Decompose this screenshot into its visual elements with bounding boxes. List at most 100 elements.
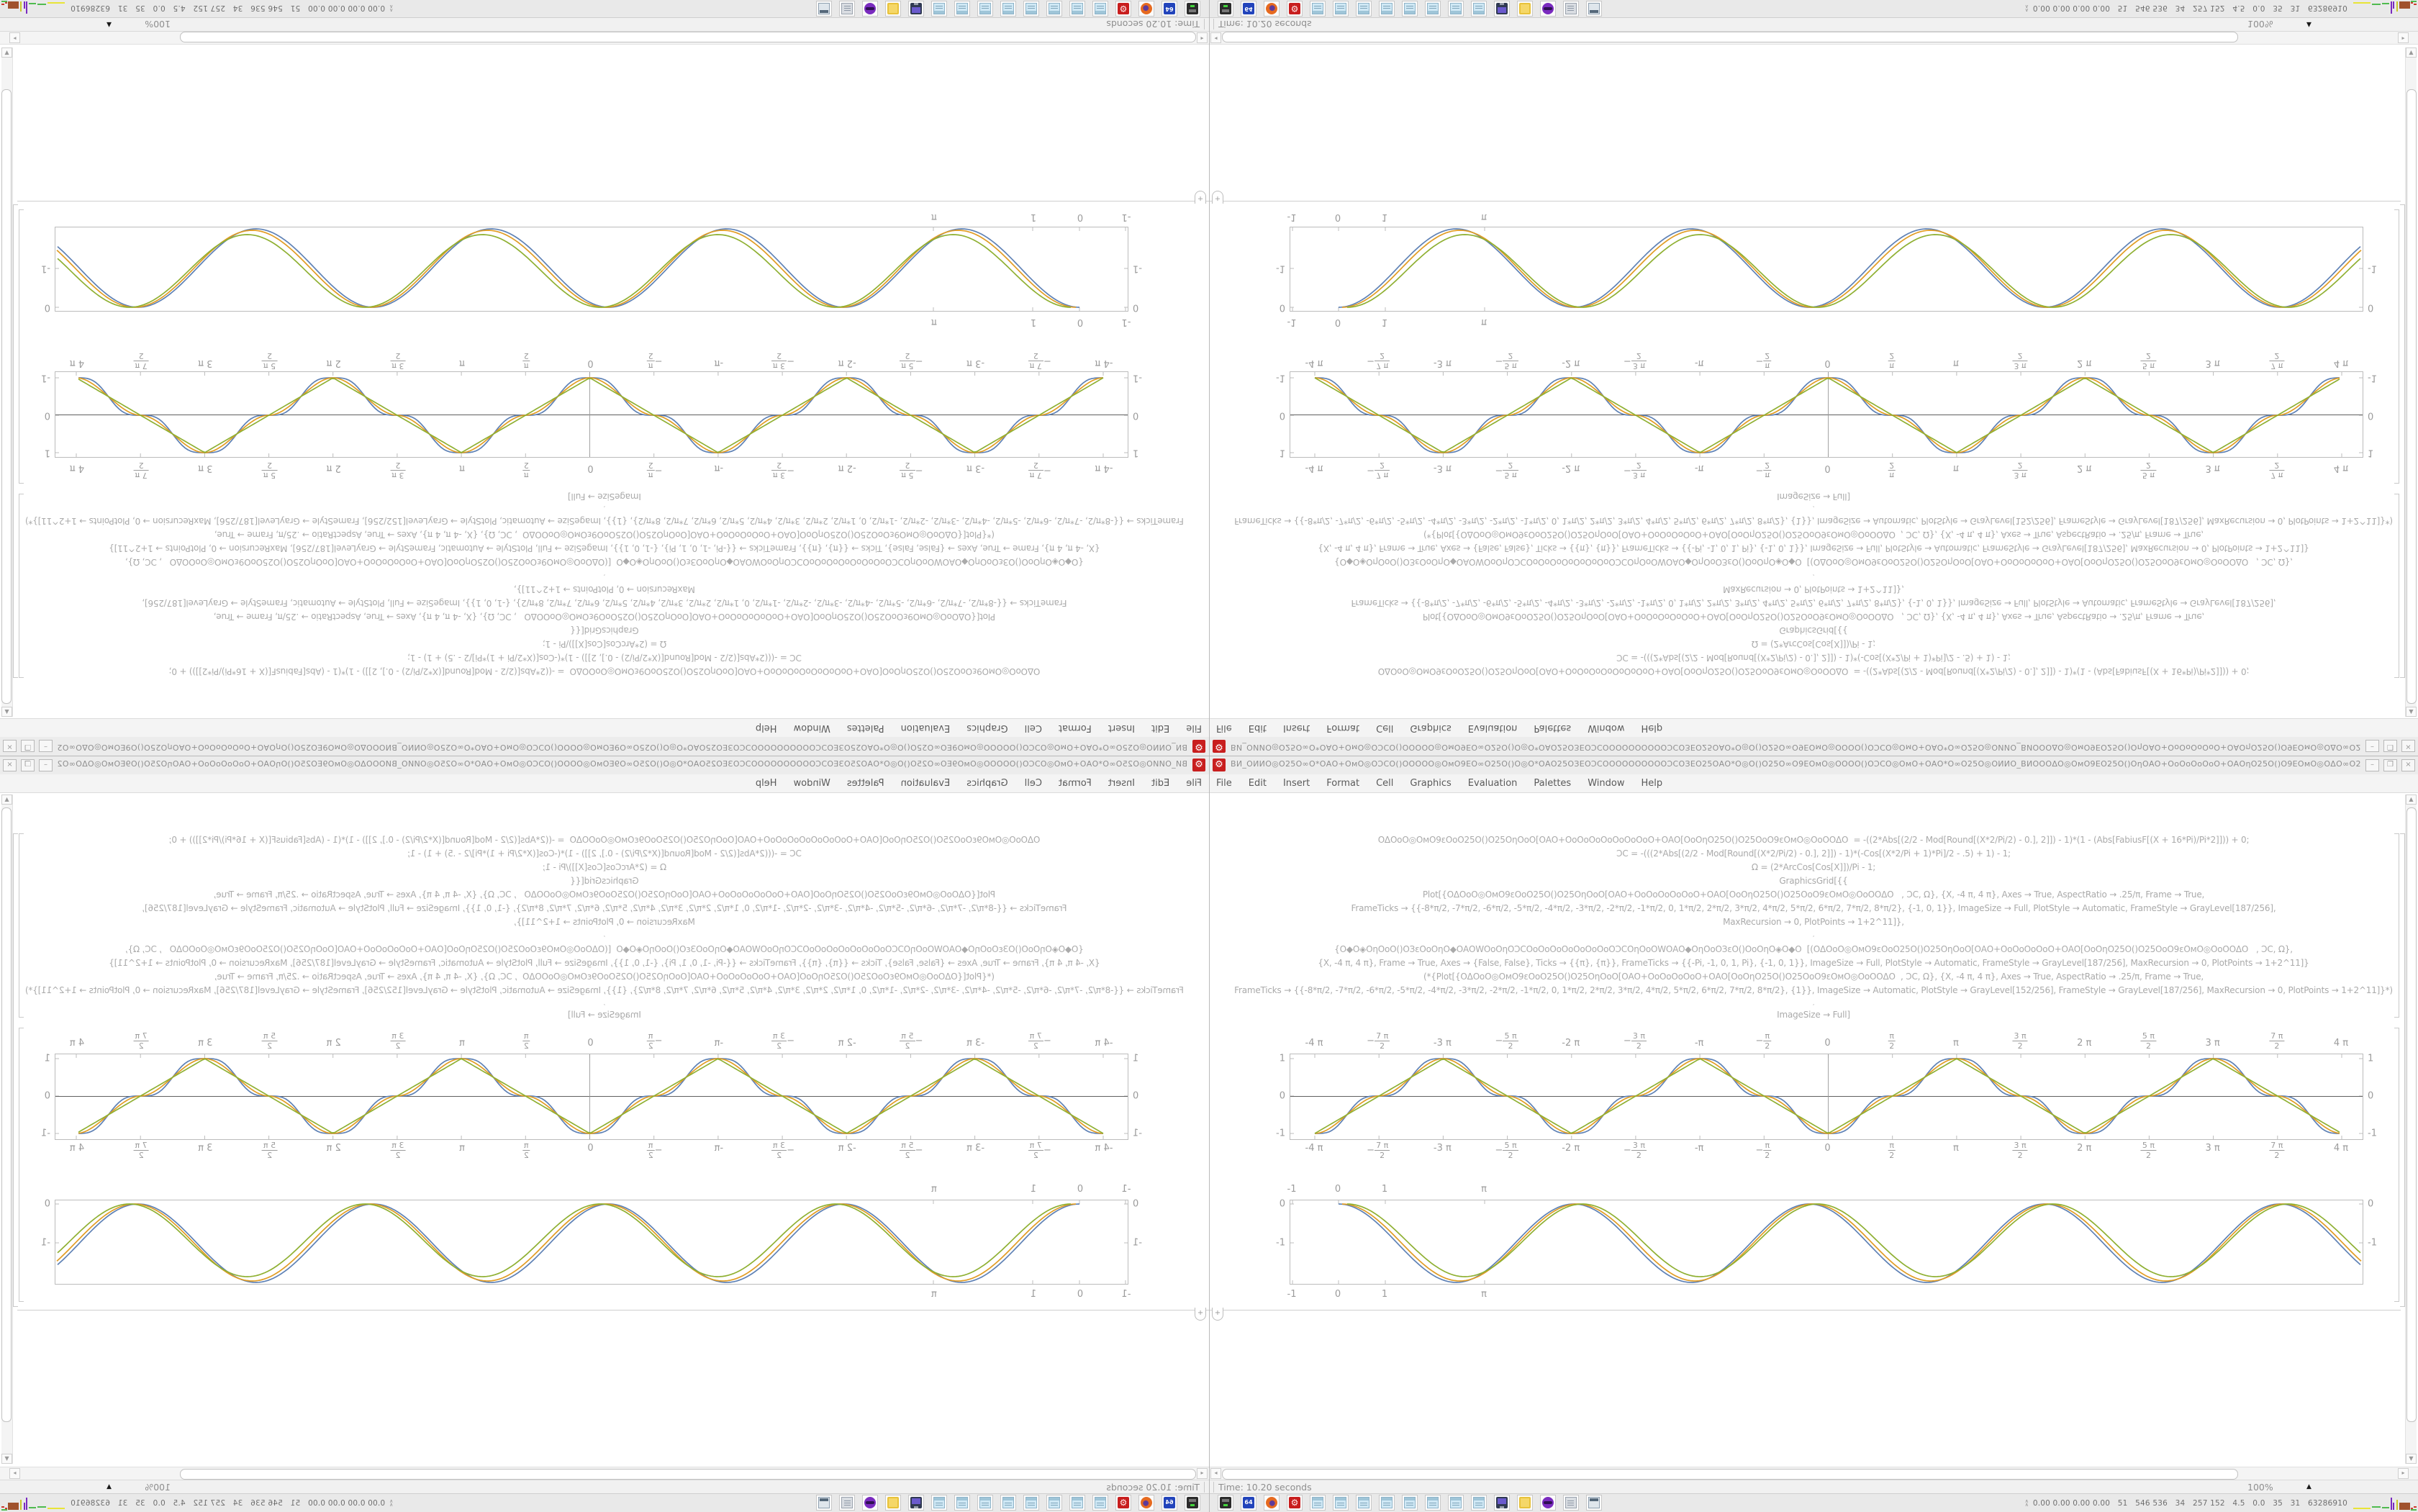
- menu-item-format[interactable]: Format: [1058, 778, 1092, 789]
- taskbar-item-notepad-icon[interactable]: [954, 1, 970, 17]
- menu-item-insert[interactable]: Insert: [1282, 723, 1310, 733]
- menu-item-help[interactable]: Help: [755, 723, 777, 733]
- taskbar-item-purple-app-icon[interactable]: [862, 1, 878, 17]
- zoom-popup-arrow-icon[interactable]: ▲: [107, 21, 112, 28]
- horizontal-scrollbar[interactable]: ◂ ▸: [0, 1467, 1209, 1480]
- taskbar-item-notepad-icon[interactable]: [1425, 1, 1441, 17]
- horizontal-scrollbar[interactable]: ◂ ▸: [0, 31, 1209, 45]
- minimize-button[interactable]: –: [2365, 759, 2379, 771]
- taskbar-item-window-box-icon[interactable]: [816, 1495, 832, 1511]
- horizontal-scrollbar[interactable]: ◂ ▸: [1209, 31, 2418, 45]
- scroll-down-icon[interactable]: ▼: [2406, 47, 2417, 58]
- close-button[interactable]: ×: [3, 759, 17, 771]
- taskbar-item-purple-app-icon[interactable]: [1540, 1495, 1556, 1511]
- insert-cell-button[interactable]: +: [1212, 191, 1223, 204]
- taskbar-item-scroll-doc-icon[interactable]: [1563, 1495, 1579, 1511]
- close-button[interactable]: ×: [2401, 740, 2415, 752]
- taskbar-item-scroll-doc-icon[interactable]: [839, 1495, 855, 1511]
- menu-item-help[interactable]: Help: [1641, 723, 1663, 733]
- vertical-scrollbar[interactable]: ▲ ▼: [1, 47, 13, 717]
- zoom-popup-arrow-icon[interactable]: ▲: [2306, 21, 2311, 28]
- taskbar-item-notepad-icon[interactable]: [977, 1, 993, 17]
- scroll-right-icon[interactable]: ▸: [2398, 32, 2409, 43]
- scroll-right-icon[interactable]: ▸: [2398, 1468, 2409, 1479]
- taskbar-item-notepad-icon[interactable]: [1425, 1495, 1441, 1511]
- menu-item-graphics[interactable]: Graphics: [1410, 723, 1452, 733]
- scroll-up-icon[interactable]: ▲: [1, 707, 12, 717]
- output-cell-bracket[interactable]: [19, 1028, 24, 1302]
- zoom-popup-arrow-icon[interactable]: ▲: [107, 1483, 112, 1490]
- cell-group-bracket[interactable]: [2400, 204, 2405, 678]
- taskbar-item-drive-green-icon[interactable]: [1218, 1495, 1233, 1511]
- vertical-scroll-thumb[interactable]: [2406, 807, 2417, 1422]
- taskbar-item-notepad-icon[interactable]: [1310, 1495, 1326, 1511]
- taskbar-item-firefox-icon[interactable]: [1264, 1, 1280, 17]
- tray-expand-icon[interactable]: ∧ ∧: [389, 1498, 394, 1508]
- taskbar-item-floppy-64-icon[interactable]: 64: [1162, 1, 1177, 17]
- taskbar-item-notepad-icon[interactable]: [1402, 1, 1418, 17]
- menu-item-window[interactable]: Window: [1588, 723, 1625, 733]
- taskbar-item-scroll-doc-icon[interactable]: [1563, 1, 1579, 17]
- taskbar-item-monitor-icon[interactable]: [908, 1, 924, 17]
- notebook-content[interactable]: ΟΔΟοΟ◎ΟмΟ9εΟοΟ25Ο()Ο25ΟηΟοΟ[ΟΑΟ+ΟοΟοΟοΟο…: [1209, 45, 2418, 718]
- restore-button[interactable]: ❐: [2383, 740, 2397, 752]
- taskbar-item-notepad-icon[interactable]: [1023, 1, 1039, 17]
- zoom-level-label[interactable]: 100%: [145, 19, 171, 30]
- restore-button[interactable]: ❐: [21, 740, 35, 752]
- scroll-down-icon[interactable]: ▼: [1, 47, 12, 58]
- taskbar-item-notepad-icon[interactable]: [954, 1495, 970, 1511]
- menu-item-evaluation[interactable]: Evaluation: [1467, 723, 1518, 733]
- window-titlebar[interactable]: ⚙ ВИ_ОИИО◎О25О∞О*ОΑО+ОмО◎ОƆСО()ООООО◎ОмО…: [0, 756, 1209, 775]
- taskbar-item-red-gear-icon[interactable]: ⚙: [1287, 1, 1303, 17]
- menu-item-edit[interactable]: Edit: [1248, 778, 1267, 789]
- insert-cell-button[interactable]: +: [1212, 1308, 1223, 1321]
- taskbar-item-purple-app-icon[interactable]: [862, 1495, 878, 1511]
- taskbar-item-notepad-icon[interactable]: [931, 1495, 947, 1511]
- scroll-up-icon[interactable]: ▲: [2406, 795, 2417, 805]
- taskbar-item-red-gear-icon[interactable]: ⚙: [1115, 1495, 1131, 1511]
- horizontal-scroll-thumb[interactable]: [1222, 1469, 2238, 1480]
- taskbar-item-notepad-icon[interactable]: [931, 1, 947, 17]
- menu-item-insert[interactable]: Insert: [1108, 778, 1136, 789]
- menu-item-cell[interactable]: Cell: [1024, 778, 1042, 789]
- menu-item-format[interactable]: Format: [1058, 723, 1092, 733]
- scroll-up-icon[interactable]: ▲: [2406, 707, 2417, 717]
- menu-item-palettes[interactable]: Palettes: [1534, 778, 1572, 789]
- taskbar-item-drive-green-icon[interactable]: [1185, 1495, 1200, 1511]
- taskbar[interactable]: ∧ ∧ 0.00 0.00 0.00 0.00 51 546 536 34 257…: [1209, 1493, 2418, 1512]
- zoom-level-label[interactable]: 100%: [2247, 1482, 2273, 1493]
- input-cell-bracket[interactable]: [2394, 494, 2399, 678]
- restore-button[interactable]: ❐: [2383, 759, 2397, 771]
- menu-item-file[interactable]: File: [1186, 778, 1202, 789]
- vertical-scrollbar[interactable]: ▲ ▼: [2405, 795, 2417, 1464]
- taskbar-item-notepad-icon[interactable]: [1333, 1495, 1349, 1511]
- cell-group-bracket[interactable]: [13, 204, 18, 678]
- horizontal-scroll-thumb[interactable]: [1222, 32, 2238, 42]
- taskbar-item-notepad-icon[interactable]: [1092, 1, 1108, 17]
- taskbar-item-window-box-icon[interactable]: [1586, 1, 1602, 17]
- taskbar-item-notepad-icon[interactable]: [1000, 1495, 1016, 1511]
- menu-item-help[interactable]: Help: [755, 778, 777, 789]
- close-button[interactable]: ×: [3, 740, 17, 752]
- scroll-left-icon[interactable]: ◂: [1210, 32, 1221, 43]
- tray-expand-icon[interactable]: ∧ ∧: [389, 4, 394, 14]
- menu-item-format[interactable]: Format: [1326, 723, 1360, 733]
- menu-item-palettes[interactable]: Palettes: [846, 778, 884, 789]
- vertical-scrollbar[interactable]: ▲ ▼: [2405, 47, 2417, 717]
- scroll-left-icon[interactable]: ◂: [1210, 1468, 1221, 1479]
- taskbar-item-drive-green-icon[interactable]: [1185, 1, 1200, 17]
- notebook-content[interactable]: ΟΔΟοΟ◎ΟмΟ9εΟοΟ25Ο()Ο25ΟηΟοΟ[ΟΑΟ+ΟοΟοΟοΟο…: [0, 45, 1209, 718]
- taskbar-item-floppy-64-icon[interactable]: 64: [1162, 1495, 1177, 1511]
- output-cell-bracket[interactable]: [2394, 1028, 2399, 1302]
- menu-item-edit[interactable]: Edit: [1248, 723, 1267, 733]
- output-cell-bracket[interactable]: [19, 209, 24, 484]
- taskbar-item-floppy-64-icon[interactable]: 64: [1241, 1495, 1256, 1511]
- taskbar-item-red-gear-icon[interactable]: ⚙: [1115, 1, 1131, 17]
- scroll-down-icon[interactable]: ▼: [1, 1454, 12, 1464]
- vertical-scroll-thumb[interactable]: [1, 807, 12, 1422]
- window-titlebar[interactable]: ⚙ ВИ_ОИИО◎О25О∞О*ОΑО+ОмО◎ОƆСО()ООООО◎ОмО…: [0, 736, 1209, 756]
- zoom-level-label[interactable]: 100%: [2247, 19, 2273, 30]
- taskbar[interactable]: ∧ ∧ 0.00 0.00 0.00 0.00 51 546 536 34 257…: [1209, 0, 2418, 18]
- window-titlebar[interactable]: ⚙ ВИ_ОИИО◎О25О∞О*ОΑО+ОмО◎ОƆСО()ООООО◎ОмО…: [1209, 756, 2418, 775]
- taskbar-item-monitor-icon[interactable]: [1494, 1495, 1510, 1511]
